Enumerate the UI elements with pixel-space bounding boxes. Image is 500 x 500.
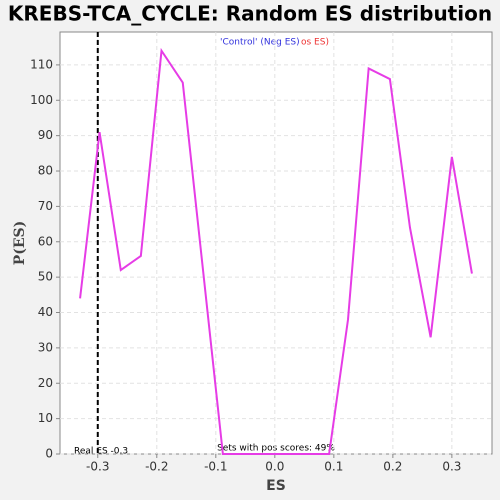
pos-scores-label: Sets with pos scores: 49% bbox=[217, 444, 335, 454]
y-tick-label: 110 bbox=[30, 57, 53, 71]
x-tick-label: 0.3 bbox=[442, 460, 461, 474]
x-tick-label: 0.1 bbox=[324, 460, 343, 474]
y-tick-label: 80 bbox=[38, 164, 53, 178]
legend-pos: os ES) bbox=[301, 38, 329, 48]
y-tick-label: 20 bbox=[38, 376, 53, 390]
plot-area bbox=[59, 31, 493, 455]
y-axis-label: P(ES) bbox=[12, 221, 28, 266]
y-tick-label: 30 bbox=[38, 340, 53, 354]
x-tick-label: 0.2 bbox=[383, 460, 402, 474]
y-tick-label: 100 bbox=[30, 93, 53, 107]
y-tick-label: 0 bbox=[45, 447, 53, 461]
x-tick-label: -0.3 bbox=[86, 460, 109, 474]
y-tick-label: 10 bbox=[38, 411, 53, 425]
chart-title: KREBS-TCA_CYCLE: Random ES distribution bbox=[8, 2, 492, 26]
y-tick-label: 50 bbox=[38, 270, 53, 284]
series-line bbox=[79, 47, 473, 455]
y-tick-label: 70 bbox=[38, 199, 53, 213]
x-axis-label: ES bbox=[266, 478, 286, 494]
x-tick-label: -0.2 bbox=[145, 460, 168, 474]
legend-neg: 'Control' (Neg ES) bbox=[220, 38, 300, 48]
y-tick-label: 40 bbox=[38, 305, 53, 319]
x-tick-label: -0.1 bbox=[204, 460, 227, 474]
y-tick-label: 90 bbox=[38, 128, 53, 142]
y-tick-label: 60 bbox=[38, 234, 53, 248]
real-es-label: Real ES -0.3 bbox=[74, 447, 128, 457]
x-tick-label: 0.0 bbox=[265, 460, 284, 474]
